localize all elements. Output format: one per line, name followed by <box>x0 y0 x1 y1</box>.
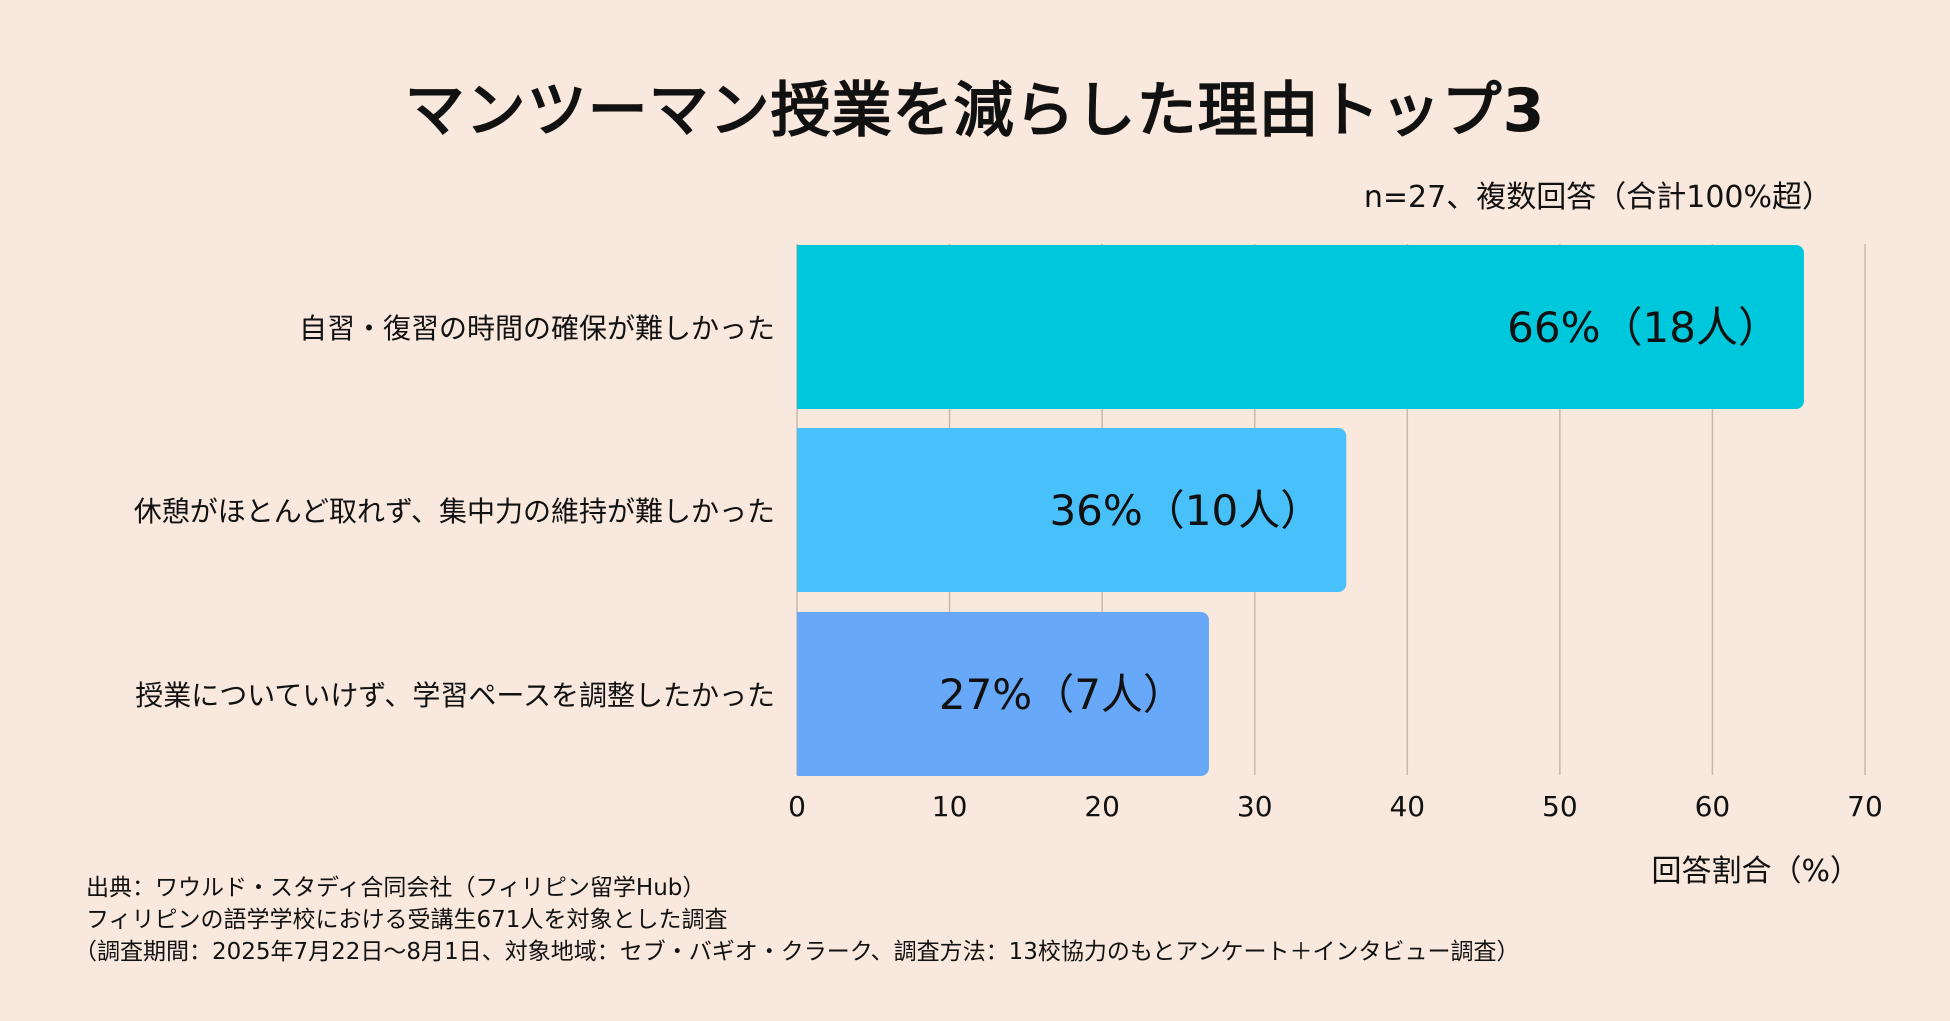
category-label-2: 休憩がほとんど取れず、集中力の維持が難しかった <box>134 495 775 528</box>
sample-note: n=27、複数回答（合計100%超） <box>1363 180 1832 215</box>
source-line-2: フィリピンの語学学校における受講生671人を対象とした調査 <box>86 907 728 933</box>
bar-2-edge <box>797 428 809 592</box>
source-line-1: 出典：ワウルド・スタディ合同会社（フィリピン留学Hub） <box>86 875 706 901</box>
x-tick-label-30: 30 <box>1237 790 1273 823</box>
source-line-3: （調査期間：2025年7月22日〜8月1日、対象地域：セブ・バギオ・クラーク、調… <box>74 939 1520 965</box>
x-tick-label-60: 60 <box>1695 790 1731 823</box>
bar-3-edge <box>797 612 809 776</box>
bar-1 <box>797 245 1804 409</box>
source-note: 出典：ワウルド・スタディ合同会社（フィリピン留学Hub） フィリピンの語学学校に… <box>74 872 1520 968</box>
category-label-1: 自習・復習の時間の確保が難しかった <box>299 312 775 345</box>
x-tick-label-0: 0 <box>788 790 806 823</box>
bar-1-edge <box>797 245 809 409</box>
chart-title: マンツーマン授業を減らした理由トップ3 <box>404 76 1546 146</box>
x-axis-label: 回答割合（%） <box>1651 854 1860 889</box>
x-tick-label-40: 40 <box>1389 790 1425 823</box>
bar-3 <box>797 612 1209 776</box>
category-label-3: 授業についていけず、学習ペースを調整したかった <box>135 679 775 712</box>
x-tick-label-50: 50 <box>1542 790 1578 823</box>
data-label-1: 66%（18人） <box>1507 303 1780 352</box>
data-label-2: 36%（10人） <box>1049 486 1322 535</box>
x-tick-label-20: 20 <box>1084 790 1120 823</box>
data-label-3: 27%（7人） <box>939 670 1185 719</box>
x-tick-label-10: 10 <box>932 790 968 823</box>
bar-2 <box>797 428 1347 592</box>
x-tick-label-70: 70 <box>1847 790 1883 823</box>
